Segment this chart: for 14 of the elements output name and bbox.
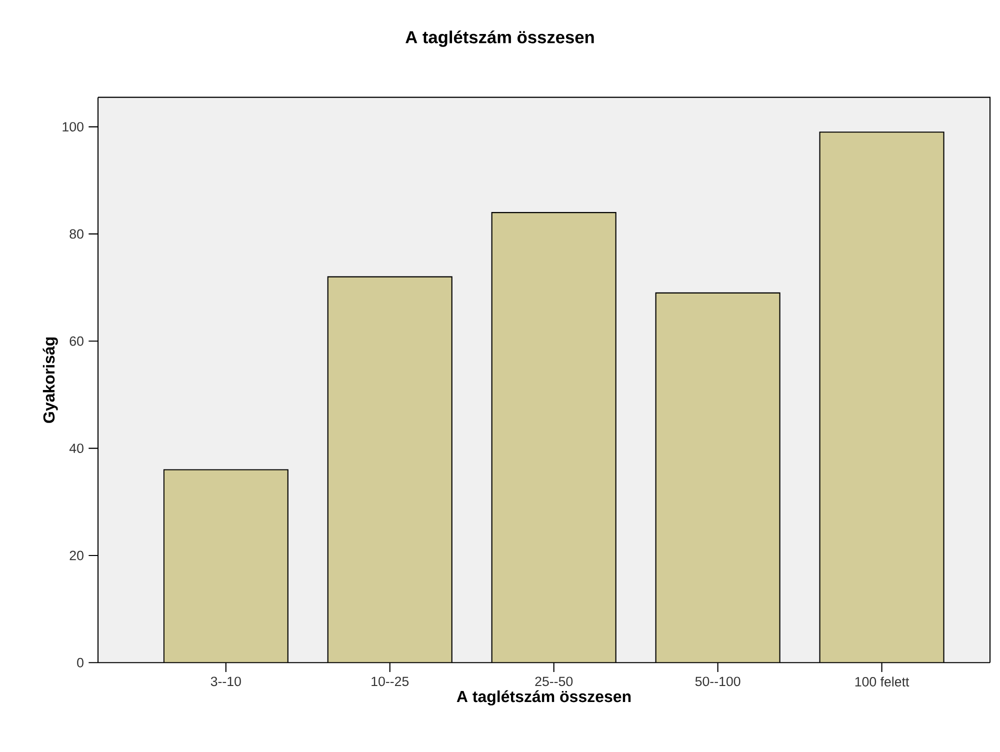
y-axis-title: Gyakoriság xyxy=(42,337,58,423)
y-tick-label: 60 xyxy=(70,336,84,346)
x-tick-label: 25--50 xyxy=(535,676,573,686)
x-tick-label: 10--25 xyxy=(372,676,409,686)
x-tick-label: 100 felett xyxy=(855,676,910,686)
x-tick-label: 50--100 xyxy=(695,676,740,686)
y-tick-label: 80 xyxy=(70,229,84,239)
y-tick-label: 20 xyxy=(70,550,84,560)
y-tick-label: 0 xyxy=(77,658,84,668)
chart-title: A taglétszám összesen xyxy=(406,30,594,47)
x-tick-label: 3--10 xyxy=(210,676,241,686)
x-axis-title: A taglétszám összesen xyxy=(456,690,631,706)
y-tick-label: 40 xyxy=(69,444,84,454)
y-tick-label: 100 xyxy=(62,122,84,132)
